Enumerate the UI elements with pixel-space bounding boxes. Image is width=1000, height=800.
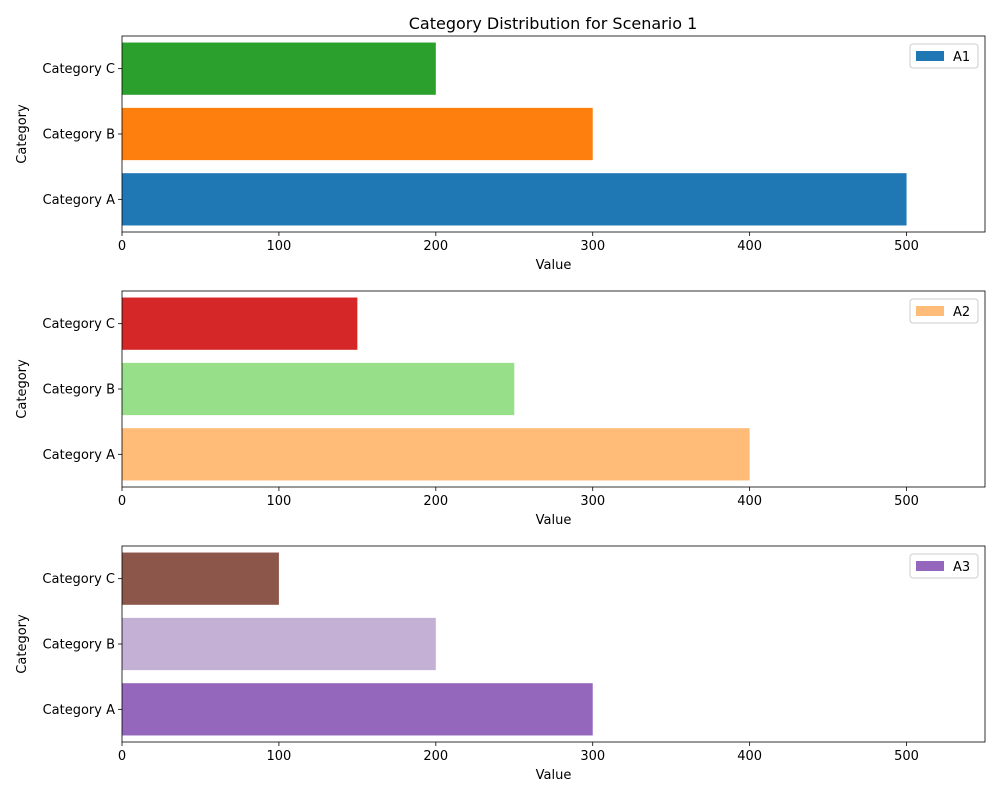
y-tick-label: Category B <box>43 128 115 143</box>
x-axis-label: Value <box>536 258 572 273</box>
x-tick-label: 400 <box>737 494 762 509</box>
bar-category-b <box>122 362 515 416</box>
y-tick-label: Category A <box>43 703 116 718</box>
x-axis-label: Value <box>536 513 572 528</box>
bar-category-b <box>122 107 593 161</box>
x-tick-label: 0 <box>118 239 126 254</box>
subplot-1: Category A Category B Category C 0 100 200 300… <box>15 35 986 273</box>
x-tick-label: 200 <box>423 749 448 764</box>
x-tick-label: 300 <box>580 749 605 764</box>
x-tick-label: 500 <box>894 494 919 509</box>
y-tick-label: Category C <box>42 62 115 77</box>
x-tick-label: 0 <box>118 494 126 509</box>
x-tick-label: 400 <box>737 749 762 764</box>
chart-title: Category Distribution for Scenario 1 <box>409 14 698 33</box>
bar-category-a <box>122 173 907 226</box>
axes-frame <box>121 290 986 488</box>
y-tick-label: Category C <box>42 572 115 587</box>
y-tick-label: Category B <box>43 383 115 398</box>
axes-frame <box>121 35 986 233</box>
axes-frame <box>121 545 986 743</box>
x-tick-label: 300 <box>580 494 605 509</box>
legend: A3 <box>909 553 979 579</box>
legend: A2 <box>909 298 979 324</box>
bar-category-c <box>122 297 358 350</box>
x-tick-label: 100 <box>266 494 291 509</box>
y-tick-label: Category A <box>43 193 116 208</box>
legend-label: A3 <box>953 560 970 575</box>
subplot-2: Category A Category B Category C 0 100 200 300… <box>15 290 986 528</box>
x-tick-label: 100 <box>266 239 291 254</box>
legend-swatch <box>916 306 944 316</box>
x-tick-label: 0 <box>118 749 126 764</box>
y-axis-label: Category <box>15 359 30 419</box>
bar-category-c <box>122 42 436 95</box>
legend-label: A2 <box>953 305 970 320</box>
legend-swatch <box>916 51 944 61</box>
x-tick-label: 500 <box>894 239 919 254</box>
x-tick-label: 200 <box>423 239 448 254</box>
y-tick-label: Category C <box>42 317 115 332</box>
subplot-3: Category A Category B Category C 0 100 200 300… <box>15 545 986 783</box>
y-axis-label: Category <box>15 104 30 164</box>
x-axis-label: Value <box>536 768 572 783</box>
bar-category-a <box>122 428 750 481</box>
legend-swatch <box>916 561 944 571</box>
legend: A1 <box>909 43 979 69</box>
legend-label: A1 <box>953 50 970 65</box>
y-tick-label: Category A <box>43 448 116 463</box>
bar-category-b <box>122 617 436 671</box>
y-tick-label: Category B <box>43 638 115 653</box>
x-tick-label: 200 <box>423 494 448 509</box>
x-tick-label: 500 <box>894 749 919 764</box>
x-tick-label: 300 <box>580 239 605 254</box>
bar-category-a <box>122 683 593 736</box>
x-tick-label: 100 <box>266 749 291 764</box>
bar-category-c <box>122 552 279 605</box>
x-tick-label: 400 <box>737 239 762 254</box>
y-axis-label: Category <box>15 614 30 674</box>
